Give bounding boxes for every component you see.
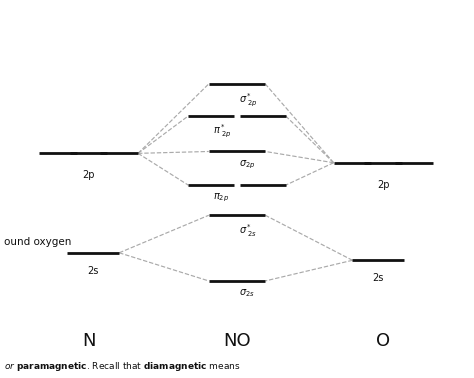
Text: $\pi^*_{\ 2p}$: $\pi^*_{\ 2p}$ [213, 122, 232, 140]
Text: 2s: 2s [373, 273, 384, 284]
Text: $\sigma^*_{\ 2p}$: $\sigma^*_{\ 2p}$ [239, 91, 258, 109]
Text: 2s: 2s [88, 266, 99, 276]
Text: NO: NO [223, 332, 251, 350]
Text: $\pi_{2p}$: $\pi_{2p}$ [213, 192, 229, 204]
Text: $\sigma_{2p}$: $\sigma_{2p}$ [239, 158, 256, 170]
Text: 2p: 2p [377, 180, 389, 190]
Text: $\sigma^*_{\ 2s}$: $\sigma^*_{\ 2s}$ [239, 222, 257, 239]
Text: ound oxygen: ound oxygen [4, 237, 71, 246]
Text: N: N [82, 332, 95, 350]
Text: $\sigma_{2s}$: $\sigma_{2s}$ [239, 288, 255, 299]
Text: 2p: 2p [82, 170, 95, 180]
Text: O: O [376, 332, 390, 350]
Text: $\mathit{or}$ $\mathbf{paramagnetic}$. Recall that $\mathbf{diamagnetic}$ means: $\mathit{or}$ $\mathbf{paramagnetic}$. R… [4, 360, 240, 373]
